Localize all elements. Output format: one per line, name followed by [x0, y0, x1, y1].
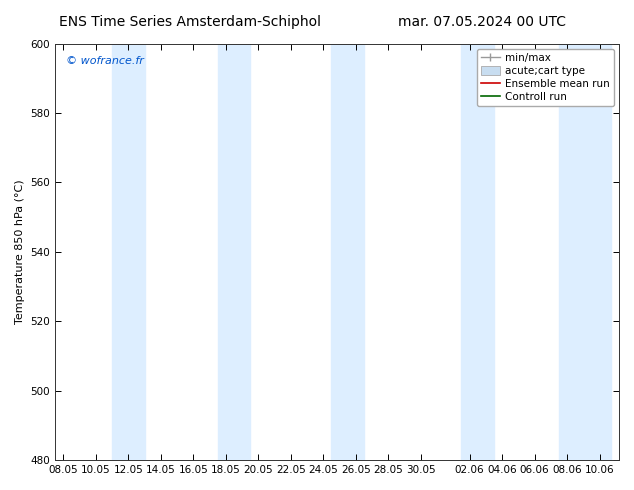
Text: ENS Time Series Amsterdam-Schiphol: ENS Time Series Amsterdam-Schiphol: [59, 15, 321, 29]
Bar: [217, 44, 250, 460]
Bar: [462, 44, 494, 460]
Text: © wofrance.fr: © wofrance.fr: [67, 56, 145, 66]
Y-axis label: Temperature 850 hPa (°C): Temperature 850 hPa (°C): [15, 179, 25, 324]
Bar: [112, 44, 145, 460]
Bar: [559, 44, 611, 460]
Legend: min/max, acute;cart type, Ensemble mean run, Controll run: min/max, acute;cart type, Ensemble mean …: [477, 49, 614, 106]
Text: mar. 07.05.2024 00 UTC: mar. 07.05.2024 00 UTC: [398, 15, 566, 29]
Bar: [332, 44, 364, 460]
